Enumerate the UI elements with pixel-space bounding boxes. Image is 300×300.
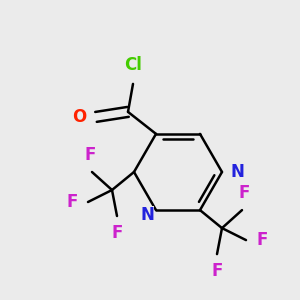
- Text: F: F: [84, 146, 96, 164]
- Text: F: F: [256, 231, 267, 249]
- Text: N: N: [140, 206, 154, 224]
- Text: F: F: [238, 184, 250, 202]
- Text: F: F: [67, 193, 78, 211]
- Text: Cl: Cl: [124, 56, 142, 74]
- Text: N: N: [230, 163, 244, 181]
- Text: F: F: [111, 224, 123, 242]
- Text: F: F: [211, 262, 223, 280]
- Text: O: O: [72, 108, 86, 126]
